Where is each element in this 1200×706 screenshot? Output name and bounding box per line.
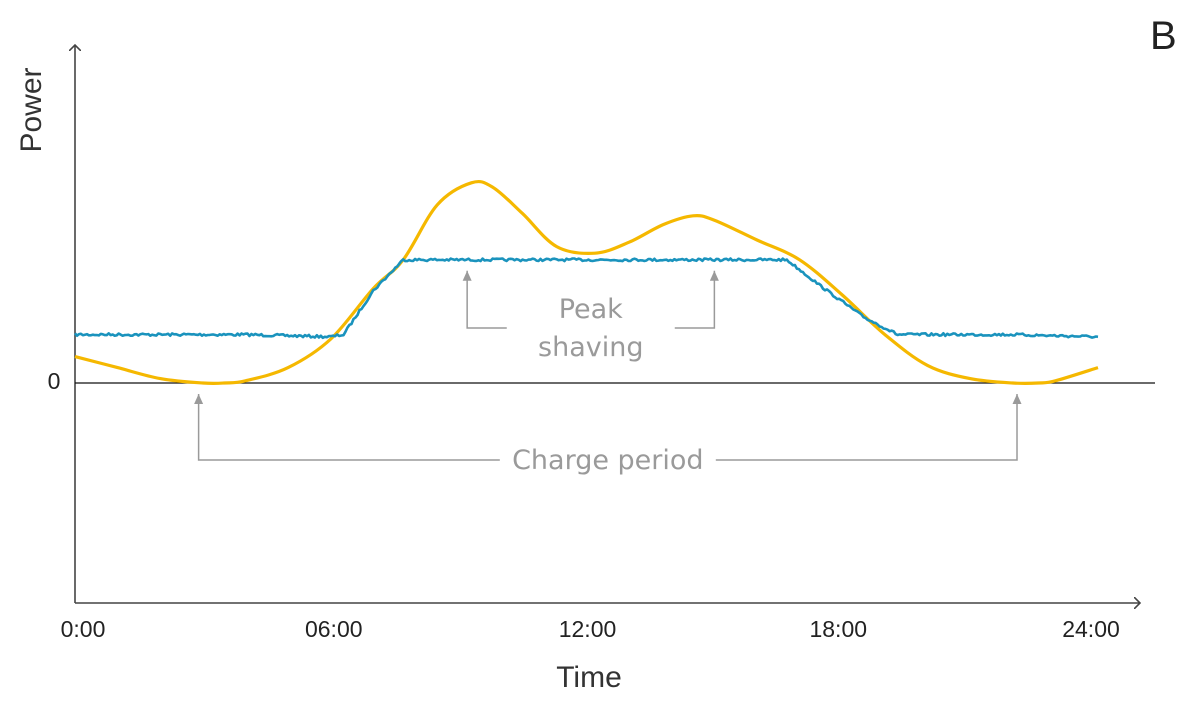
x-tick-label: 18:00 xyxy=(809,616,867,642)
annotation-bracket-left xyxy=(462,270,507,329)
y-axis-title: Power xyxy=(15,67,48,152)
x-axis-title: Time xyxy=(556,661,622,694)
x-tick-label: 24:00 xyxy=(1062,616,1120,642)
annotation-text: Peak xyxy=(559,294,623,325)
annotation-text: Charge period xyxy=(512,445,703,476)
series-line-demand xyxy=(74,179,1099,386)
x-tick-label: 12:00 xyxy=(559,616,617,642)
annotation-text: shaving xyxy=(538,332,643,363)
annotation-bracket-right xyxy=(715,394,1022,461)
y-tick-label: 0 xyxy=(48,368,61,394)
annotation-bracket-right xyxy=(674,270,719,329)
x-tick-label: 0:00 xyxy=(61,616,106,642)
annotation-bracket-left xyxy=(194,394,500,461)
panel-letter: B xyxy=(1150,14,1177,58)
x-tick-label: 06:00 xyxy=(305,616,363,642)
series-line-shaved xyxy=(74,257,1099,340)
